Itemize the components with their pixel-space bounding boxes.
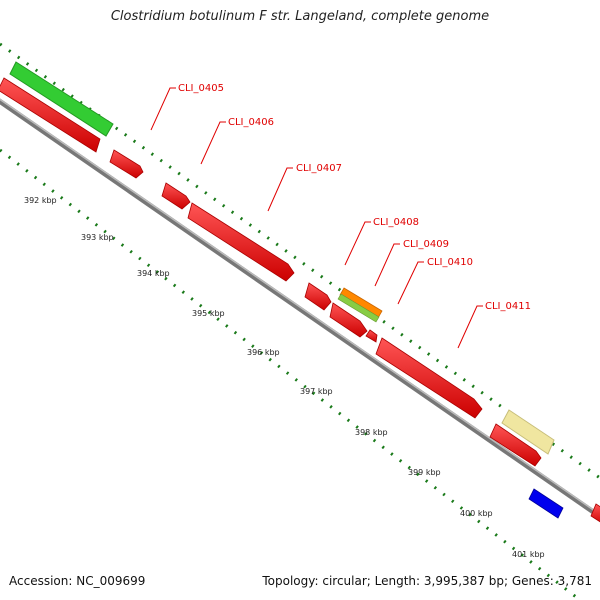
gene-red-0409 [329,302,368,338]
leader-cli-0410 [397,261,424,305]
gene-red-0407b [187,202,295,282]
gene-green-stripe [337,293,380,323]
gene-red-next [489,423,542,467]
gene-label-cli-0406: CLI_0406 [228,117,274,128]
leader-cli-0405 [150,87,176,131]
gene-label-cli-0411: CLI_0411 [485,301,531,312]
accession-label: Accession: NC_009699 [9,574,146,588]
genome-backbone [0,98,600,520]
gene-label-cli-0408: CLI_0408 [373,217,419,228]
leader-cli-0407 [267,167,293,212]
tick-label-394kbp: 394 kbp [137,269,170,278]
tick-label-393kbp: 393 kbp [81,233,114,242]
gene-red-0405 [0,77,101,153]
tick-label-399kbp: 399 kbp [408,468,441,477]
gene-blue-block [528,488,564,519]
gene-label-cli-0409: CLI_0409 [403,239,449,250]
outer-tick-track [0,42,600,480]
leader-cli-0406 [200,121,226,165]
leader-cli-0409 [374,243,400,287]
gene-label-cli-0407: CLI_0407 [296,163,342,174]
map-title: Clostridium botulinum F str. Langeland, … [110,9,490,24]
tick-label-396kbp: 396 kbp [247,348,280,357]
tick-label-401kbp: 401 kbp [512,550,545,559]
backbone-highlight [0,98,600,516]
gene-green-block [9,61,114,137]
gene-label-cli-0410: CLI_0410 [427,257,473,268]
gene-yellow-block [501,409,555,455]
gene-label-cli-0405: CLI_0405 [178,83,224,94]
gene-red-edge [590,503,600,523]
tick-label-397kbp: 397 kbp [300,387,333,396]
gene-red-0408 [304,282,332,311]
gene-red-0407a [161,182,191,210]
leader-cli-0408 [344,221,371,266]
gene-red-0411 [375,337,483,419]
tick-label-398kbp: 398 kbp [355,428,388,437]
tick-label-395kbp: 395 kbp [192,309,225,318]
genome-summary: Topology: circular; Length: 3,995,387 bp… [262,574,592,588]
gene-red-0406 [109,149,144,179]
inner-tick-track [0,148,581,600]
tick-label-392kbp: 392 kbp [24,196,57,205]
leader-cli-0411 [457,305,483,349]
gene-red-0410-small [365,329,378,343]
tick-label-400kbp: 400 kbp [460,509,493,518]
